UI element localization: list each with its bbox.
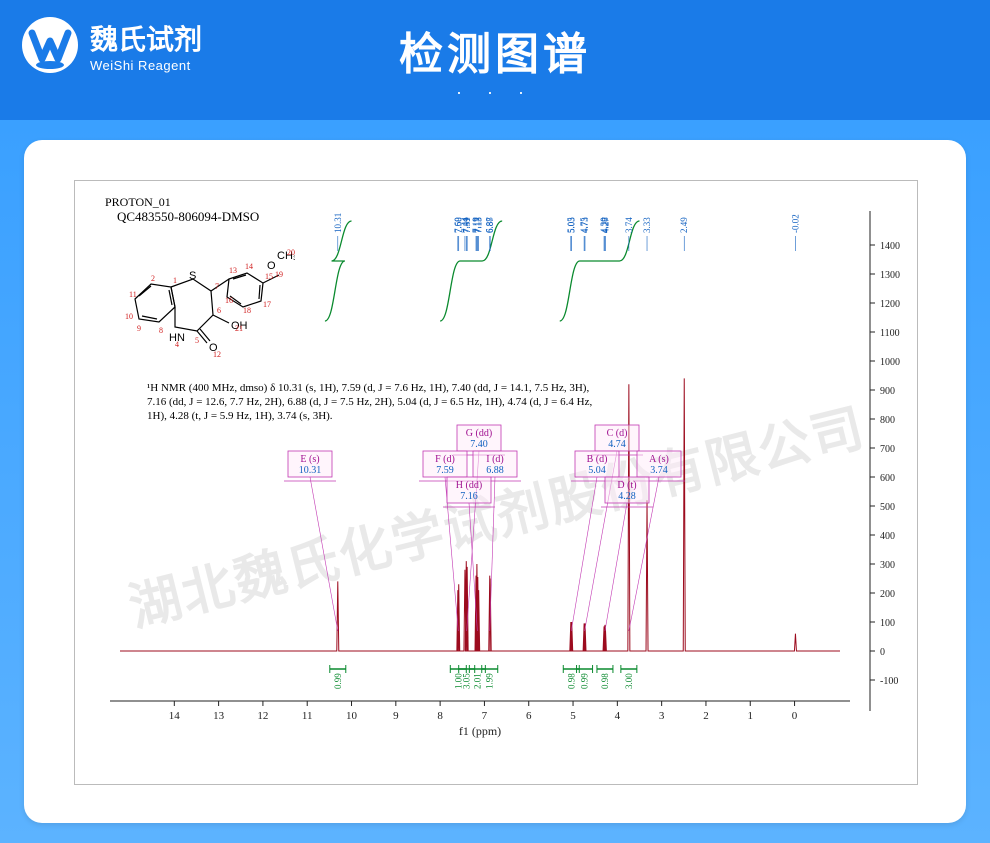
svg-text:2.49: 2.49 [679, 217, 689, 233]
svg-text:10.31: 10.31 [333, 213, 343, 233]
svg-text:11: 11 [302, 710, 313, 722]
svg-text:7: 7 [482, 710, 488, 722]
svg-text:3.05: 3.05 [462, 673, 472, 689]
svg-text:6.87: 6.87 [485, 217, 495, 233]
svg-text:-0.02: -0.02 [790, 214, 800, 233]
svg-text:5: 5 [570, 710, 576, 722]
svg-text:D (t): D (t) [617, 480, 636, 491]
svg-text:3: 3 [659, 710, 665, 722]
nmr-spectrum: 14131211109876543210f1 (ppm)140013001200… [75, 181, 917, 784]
svg-text:400: 400 [880, 531, 895, 542]
svg-text:4.73: 4.73 [580, 217, 590, 233]
svg-text:2: 2 [703, 710, 709, 722]
svg-text:8: 8 [437, 710, 443, 722]
spectrum-frame: 湖北魏氏化学试剂股份有限公司 PROTON_01 QC483550-806094… [74, 180, 918, 785]
svg-text:13: 13 [213, 710, 225, 722]
svg-text:0.99: 0.99 [580, 673, 590, 689]
svg-text:0.98: 0.98 [566, 673, 576, 689]
svg-text:4: 4 [615, 710, 621, 722]
svg-text:200: 200 [880, 589, 895, 600]
svg-text:1.99: 1.99 [485, 673, 495, 689]
svg-text:10.31: 10.31 [299, 465, 322, 476]
svg-text:G (dd): G (dd) [466, 428, 492, 439]
svg-text:A (s): A (s) [649, 454, 669, 465]
svg-text:4.28: 4.28 [618, 491, 636, 502]
svg-text:300: 300 [880, 560, 895, 571]
white-panel: 湖北魏氏化学试剂股份有限公司 PROTON_01 QC483550-806094… [24, 140, 966, 823]
svg-text:1400: 1400 [880, 241, 900, 252]
svg-text:6.88: 6.88 [486, 465, 504, 476]
svg-text:1100: 1100 [880, 328, 900, 339]
svg-text:f1 (ppm): f1 (ppm) [459, 724, 501, 738]
svg-text:12: 12 [257, 710, 268, 722]
svg-text:0.99: 0.99 [333, 673, 343, 689]
svg-text:500: 500 [880, 502, 895, 513]
svg-text:9: 9 [393, 710, 399, 722]
svg-text:7.40: 7.40 [470, 439, 488, 450]
outer-frame: 湖北魏氏化学试剂股份有限公司 PROTON_01 QC483550-806094… [0, 120, 990, 843]
svg-text:1000: 1000 [880, 357, 900, 368]
title-dots: · · · [0, 82, 990, 103]
page-header: 魏氏试剂 WeiShi Reagent 检测图谱 · · · [0, 0, 990, 120]
svg-text:600: 600 [880, 473, 895, 484]
svg-text:14: 14 [169, 710, 181, 722]
svg-text:F (d): F (d) [435, 454, 455, 465]
svg-text:900: 900 [880, 386, 895, 397]
svg-text:0: 0 [792, 710, 798, 722]
svg-text:3.33: 3.33 [642, 217, 652, 233]
svg-text:0: 0 [880, 647, 885, 658]
page-title: 检测图谱 [0, 18, 990, 82]
svg-text:10: 10 [346, 710, 358, 722]
svg-text:5.04: 5.04 [588, 465, 606, 476]
svg-text:7.13: 7.13 [474, 217, 484, 233]
svg-text:I (d): I (d) [486, 454, 504, 465]
svg-text:1200: 1200 [880, 299, 900, 310]
svg-text:100: 100 [880, 618, 895, 629]
svg-text:1: 1 [748, 710, 754, 722]
svg-text:E (s): E (s) [300, 454, 319, 465]
svg-text:3.74: 3.74 [650, 465, 668, 476]
svg-text:2.01: 2.01 [472, 673, 482, 689]
svg-text:7.59: 7.59 [436, 465, 454, 476]
svg-text:-100: -100 [880, 676, 898, 687]
svg-text:4.74: 4.74 [608, 439, 626, 450]
svg-text:1300: 1300 [880, 270, 900, 281]
svg-text:C (d): C (d) [607, 428, 628, 439]
svg-text:4.27: 4.27 [600, 217, 610, 233]
svg-text:7.16: 7.16 [460, 491, 478, 502]
svg-text:3.00: 3.00 [624, 673, 634, 689]
svg-text:H (dd): H (dd) [456, 480, 482, 491]
svg-text:800: 800 [880, 415, 895, 426]
svg-text:3.74: 3.74 [624, 217, 634, 233]
svg-text:700: 700 [880, 444, 895, 455]
svg-text:6: 6 [526, 710, 532, 722]
svg-text:B (d): B (d) [587, 454, 608, 465]
svg-text:5.03: 5.03 [567, 217, 577, 233]
svg-text:0.98: 0.98 [600, 673, 610, 689]
